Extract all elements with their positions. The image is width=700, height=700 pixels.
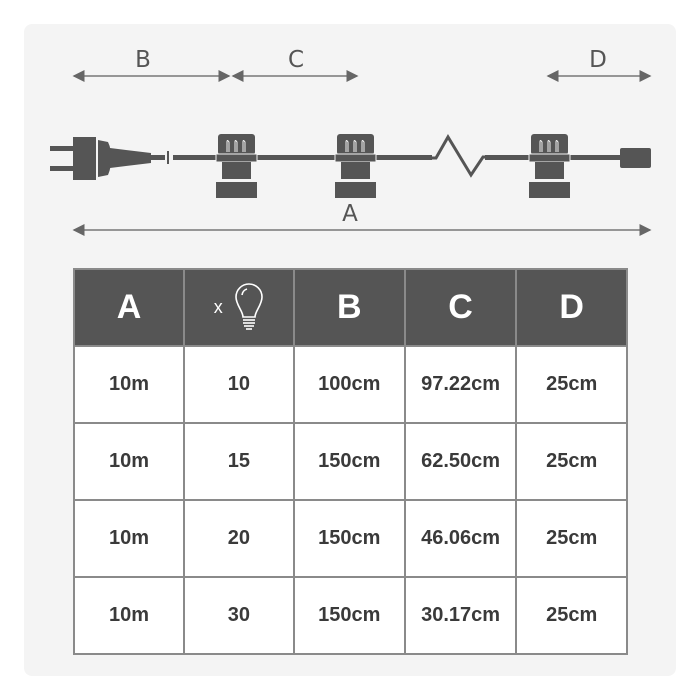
cell-b: 100cm bbox=[292, 345, 406, 424]
cell-d: 25cm bbox=[515, 499, 628, 578]
cell-bulbs: 30 bbox=[183, 576, 295, 655]
cell-b: 150cm bbox=[292, 576, 406, 655]
light-bulb-icon bbox=[235, 282, 263, 330]
header-d: D bbox=[515, 268, 628, 347]
cell-bulbs: 10 bbox=[183, 345, 295, 424]
cell-d: 25cm bbox=[515, 422, 628, 501]
cell-bulbs: 15 bbox=[183, 422, 295, 501]
header-b: B bbox=[292, 268, 406, 347]
header-c: C bbox=[403, 268, 518, 347]
string-light-diagram bbox=[50, 70, 652, 236]
dimension-label-b: B bbox=[135, 47, 151, 73]
plug-icon bbox=[50, 137, 216, 180]
header-a: A bbox=[72, 268, 186, 347]
cell-c: 30.17cm bbox=[403, 576, 518, 655]
table-row: 10m 20 150cm 46.06cm 25cm bbox=[72, 499, 628, 578]
cell-a: 10m bbox=[72, 499, 186, 578]
spec-table: A x B C D 10m 10 100cm 97.22 bbox=[72, 268, 628, 655]
cell-a: 10m bbox=[72, 576, 186, 655]
dimension-label-a: A bbox=[342, 201, 358, 227]
cell-b: 150cm bbox=[292, 422, 406, 501]
socket-icon bbox=[215, 134, 258, 198]
cell-a: 10m bbox=[72, 422, 186, 501]
table-row: 10m 15 150cm 62.50cm 25cm bbox=[72, 422, 628, 501]
cell-c: 62.50cm bbox=[403, 422, 518, 501]
table-row: 10m 30 150cm 30.17cm 25cm bbox=[72, 576, 628, 655]
cell-c: 97.22cm bbox=[403, 345, 518, 424]
table-header-row: A x B C D bbox=[72, 268, 628, 347]
cell-d: 25cm bbox=[515, 345, 628, 424]
dimension-label-c: C bbox=[287, 47, 305, 73]
wire bbox=[485, 155, 533, 160]
header-bulb-count: x bbox=[183, 268, 295, 347]
end-cap bbox=[620, 148, 651, 168]
cell-d: 25cm bbox=[515, 576, 628, 655]
cell-b: 150cm bbox=[292, 499, 406, 578]
times-sign: x bbox=[213, 297, 223, 317]
cell-a: 10m bbox=[72, 345, 186, 424]
dimension-label-d: D bbox=[589, 47, 607, 73]
cell-bulbs: 20 bbox=[183, 499, 295, 578]
wire bbox=[570, 155, 622, 160]
wire bbox=[376, 155, 432, 160]
wire-break-zigzag bbox=[432, 134, 486, 178]
table-row: 10m 10 100cm 97.22cm 25cm bbox=[72, 345, 628, 424]
cell-c: 46.06cm bbox=[403, 499, 518, 578]
wire bbox=[255, 155, 339, 160]
